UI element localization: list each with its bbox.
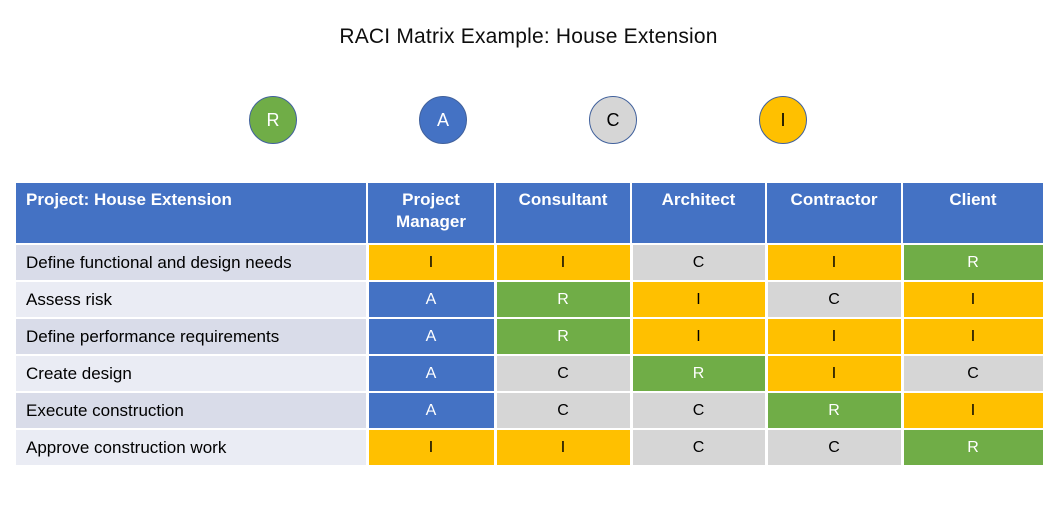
header-cell-contractor: Contractor bbox=[765, 181, 903, 245]
legend-circle-R: R bbox=[249, 96, 297, 144]
raci-cell-C: C bbox=[493, 391, 633, 430]
raci-cell-C: C bbox=[493, 354, 633, 393]
table-row: Define functional and design needs I I C I R bbox=[14, 243, 1046, 282]
raci-cell-I: I bbox=[629, 317, 768, 356]
table-header-row: Project: House Extension Project Manager C… bbox=[14, 181, 1045, 245]
raci-cell-C: C bbox=[764, 428, 904, 467]
header-cell-architect: Architect bbox=[630, 181, 767, 245]
raci-cell-I: I bbox=[629, 280, 768, 319]
raci-cell-R: R bbox=[900, 428, 1046, 467]
task-cell: Create design bbox=[14, 354, 368, 393]
raci-cell-I: I bbox=[764, 243, 904, 282]
raci-cell-I: I bbox=[764, 317, 904, 356]
task-cell: Define functional and design needs bbox=[14, 243, 368, 282]
table-row: Define performance requirements A R I I I bbox=[14, 317, 1046, 356]
header-cell-consultant: Consultant bbox=[494, 181, 632, 245]
raci-cell-R: R bbox=[764, 391, 904, 430]
legend-circle-A: A bbox=[419, 96, 467, 144]
raci-cell-R: R bbox=[493, 280, 633, 319]
raci-cell-A: A bbox=[365, 317, 497, 356]
raci-cell-I: I bbox=[900, 391, 1046, 430]
legend-circle-C: C bbox=[589, 96, 637, 144]
raci-cell-I: I bbox=[900, 280, 1046, 319]
task-cell: Assess risk bbox=[14, 280, 368, 319]
table-row: Execute construction A C C R I bbox=[14, 391, 1046, 430]
table-row: Create design A C R I C bbox=[14, 354, 1046, 393]
task-cell: Execute construction bbox=[14, 391, 368, 430]
page-title: RACI Matrix Example: House Extension bbox=[339, 25, 718, 48]
legend-circle-I: I bbox=[759, 96, 807, 144]
task-cell: Define performance requirements bbox=[14, 317, 368, 356]
raci-cell-I: I bbox=[365, 243, 497, 282]
table-row: Approve construction work I I C C R bbox=[14, 428, 1046, 467]
raci-cell-R: R bbox=[629, 354, 768, 393]
raci-cell-C: C bbox=[764, 280, 904, 319]
raci-cell-I: I bbox=[493, 243, 633, 282]
raci-cell-A: A bbox=[365, 354, 497, 393]
raci-cell-I: I bbox=[900, 317, 1046, 356]
raci-cell-I: I bbox=[764, 354, 904, 393]
raci-cell-I: I bbox=[365, 428, 497, 467]
raci-cell-A: A bbox=[365, 391, 497, 430]
raci-cell-C: C bbox=[629, 391, 768, 430]
raci-cell-C: C bbox=[629, 243, 768, 282]
header-cell-client: Client bbox=[901, 181, 1045, 245]
raci-cell-C: C bbox=[900, 354, 1046, 393]
header-cell-project-manager: Project Manager bbox=[366, 181, 496, 245]
raci-cell-C: C bbox=[629, 428, 768, 467]
raci-cell-I: I bbox=[493, 428, 633, 467]
raci-cell-A: A bbox=[365, 280, 497, 319]
table-row: Assess risk A R I C I bbox=[14, 280, 1046, 319]
raci-cell-R: R bbox=[900, 243, 1046, 282]
raci-matrix-table: Project: House Extension Project Manager C… bbox=[14, 181, 1046, 467]
raci-cell-R: R bbox=[493, 317, 633, 356]
task-cell: Approve construction work bbox=[14, 428, 368, 467]
header-cell-project-house-extension: Project: House Extension bbox=[14, 181, 368, 245]
